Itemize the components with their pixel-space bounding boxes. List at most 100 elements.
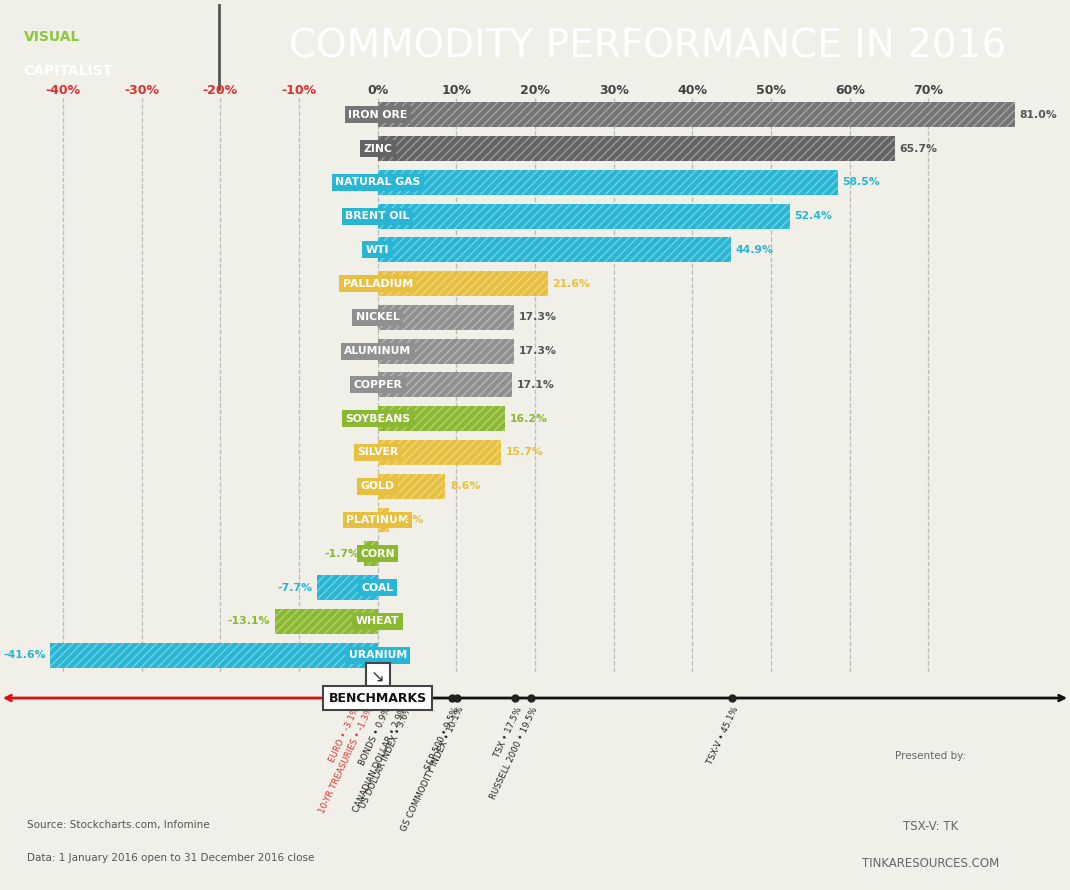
- Text: 17.3%: 17.3%: [519, 346, 556, 356]
- Text: 8.6%: 8.6%: [450, 481, 480, 491]
- Bar: [378, 136, 895, 161]
- Bar: [378, 339, 514, 364]
- Text: SILVER: SILVER: [357, 448, 398, 457]
- Text: 10%: 10%: [441, 85, 471, 97]
- Text: 44.9%: 44.9%: [736, 245, 774, 255]
- Text: 58.5%: 58.5%: [843, 177, 881, 187]
- Text: ZINC: ZINC: [363, 143, 392, 154]
- Bar: [378, 204, 790, 229]
- Text: 21.6%: 21.6%: [552, 279, 591, 288]
- Bar: [378, 271, 548, 296]
- Text: TSX • 17.5%: TSX • 17.5%: [492, 705, 523, 758]
- Bar: [378, 339, 514, 364]
- Bar: [378, 305, 514, 330]
- Text: 17.1%: 17.1%: [517, 380, 554, 390]
- Text: TSX-V: TK: TSX-V: TK: [903, 820, 959, 833]
- Bar: [378, 136, 895, 161]
- Text: CAPITALIST: CAPITALIST: [24, 63, 112, 77]
- Bar: [275, 609, 378, 634]
- Text: 50%: 50%: [756, 85, 786, 97]
- Text: CANADIAN DOLLAR • 2.9%: CANADIAN DOLLAR • 2.9%: [352, 705, 409, 814]
- Text: WTI: WTI: [366, 245, 389, 255]
- Text: Data: 1 January 2016 open to 31 December 2016 close: Data: 1 January 2016 open to 31 December…: [27, 853, 315, 862]
- Text: 15.7%: 15.7%: [506, 448, 544, 457]
- Text: 70%: 70%: [914, 85, 944, 97]
- Text: WHEAT: WHEAT: [356, 616, 399, 627]
- Text: BRENT OIL: BRENT OIL: [346, 211, 410, 221]
- Bar: [378, 372, 513, 398]
- Text: PALLADIUM: PALLADIUM: [342, 279, 413, 288]
- Text: -1.7%: -1.7%: [324, 549, 360, 559]
- Text: 81.0%: 81.0%: [1020, 109, 1057, 120]
- Text: TSX-V • 45.1%: TSX-V • 45.1%: [706, 705, 740, 765]
- Text: 17.3%: 17.3%: [519, 312, 556, 322]
- Text: -20%: -20%: [202, 85, 238, 97]
- Text: GS COMMODITY INDEX • 10.1%: GS COMMODITY INDEX • 10.1%: [399, 705, 465, 833]
- Bar: [378, 507, 388, 532]
- Text: -10%: -10%: [281, 85, 317, 97]
- Text: 65.7%: 65.7%: [899, 143, 937, 154]
- Text: URANIUM: URANIUM: [349, 650, 407, 660]
- Text: COPPER: COPPER: [353, 380, 402, 390]
- Bar: [50, 643, 378, 668]
- Text: RUSSELL 2000 • 19.5%: RUSSELL 2000 • 19.5%: [488, 705, 539, 800]
- Text: VISUAL: VISUAL: [24, 30, 80, 44]
- Bar: [378, 507, 388, 532]
- Bar: [378, 271, 548, 296]
- Bar: [364, 541, 378, 566]
- Bar: [317, 575, 378, 600]
- Text: 30%: 30%: [599, 85, 628, 97]
- Text: EURO • -3.1%: EURO • -3.1%: [327, 705, 362, 764]
- Text: 60%: 60%: [835, 85, 865, 97]
- Bar: [378, 406, 505, 431]
- Text: S&P 500 • 9.5%: S&P 500 • 9.5%: [424, 705, 460, 772]
- Bar: [275, 609, 378, 634]
- Bar: [378, 238, 731, 263]
- Text: PLATINUM: PLATINUM: [347, 515, 409, 525]
- Bar: [378, 204, 790, 229]
- Text: CORN: CORN: [361, 549, 395, 559]
- Bar: [378, 305, 514, 330]
- Text: -40%: -40%: [45, 85, 80, 97]
- Text: US DOLLAR INDEX • 3.6%: US DOLLAR INDEX • 3.6%: [358, 705, 414, 810]
- Text: COAL: COAL: [362, 583, 394, 593]
- Bar: [364, 541, 378, 566]
- Text: 0%: 0%: [367, 85, 388, 97]
- Bar: [378, 238, 731, 263]
- Text: Presented by:: Presented by:: [896, 751, 966, 761]
- Text: TINKARESOURCES.COM: TINKARESOURCES.COM: [862, 857, 999, 870]
- Bar: [378, 102, 1015, 127]
- Text: NICKEL: NICKEL: [355, 312, 399, 322]
- Text: -41.6%: -41.6%: [3, 650, 46, 660]
- Text: 52.4%: 52.4%: [795, 211, 832, 221]
- Text: 16.2%: 16.2%: [509, 414, 548, 424]
- Text: 1.4%: 1.4%: [394, 515, 424, 525]
- Text: COMMODITY PERFORMANCE IN 2016: COMMODITY PERFORMANCE IN 2016: [289, 28, 1006, 66]
- Bar: [378, 372, 513, 398]
- Bar: [378, 473, 445, 498]
- Text: GOLD: GOLD: [361, 481, 395, 491]
- Text: -13.1%: -13.1%: [227, 616, 270, 627]
- Text: BENCHMARKS: BENCHMARKS: [328, 692, 427, 705]
- Bar: [378, 473, 445, 498]
- Text: 40%: 40%: [677, 85, 707, 97]
- Text: ↘: ↘: [370, 668, 384, 686]
- Bar: [378, 170, 838, 195]
- Bar: [378, 406, 505, 431]
- Text: IRON ORE: IRON ORE: [348, 109, 408, 120]
- Bar: [378, 102, 1015, 127]
- Text: NATURAL GAS: NATURAL GAS: [335, 177, 421, 187]
- Bar: [317, 575, 378, 600]
- Text: Source: Stockcharts.com, Infomine: Source: Stockcharts.com, Infomine: [27, 820, 210, 829]
- Bar: [378, 440, 501, 465]
- Text: SOYBEANS: SOYBEANS: [346, 414, 410, 424]
- Text: 20%: 20%: [520, 85, 550, 97]
- Text: ALUMINUM: ALUMINUM: [345, 346, 411, 356]
- Text: 10-YR TREASURIES • -1.3%: 10-YR TREASURIES • -1.3%: [318, 705, 376, 814]
- Bar: [378, 440, 501, 465]
- Bar: [378, 170, 838, 195]
- Text: -7.7%: -7.7%: [277, 583, 312, 593]
- Text: BONDS • 0.9%: BONDS • 0.9%: [357, 705, 393, 766]
- Text: -30%: -30%: [124, 85, 159, 97]
- Bar: [50, 643, 378, 668]
